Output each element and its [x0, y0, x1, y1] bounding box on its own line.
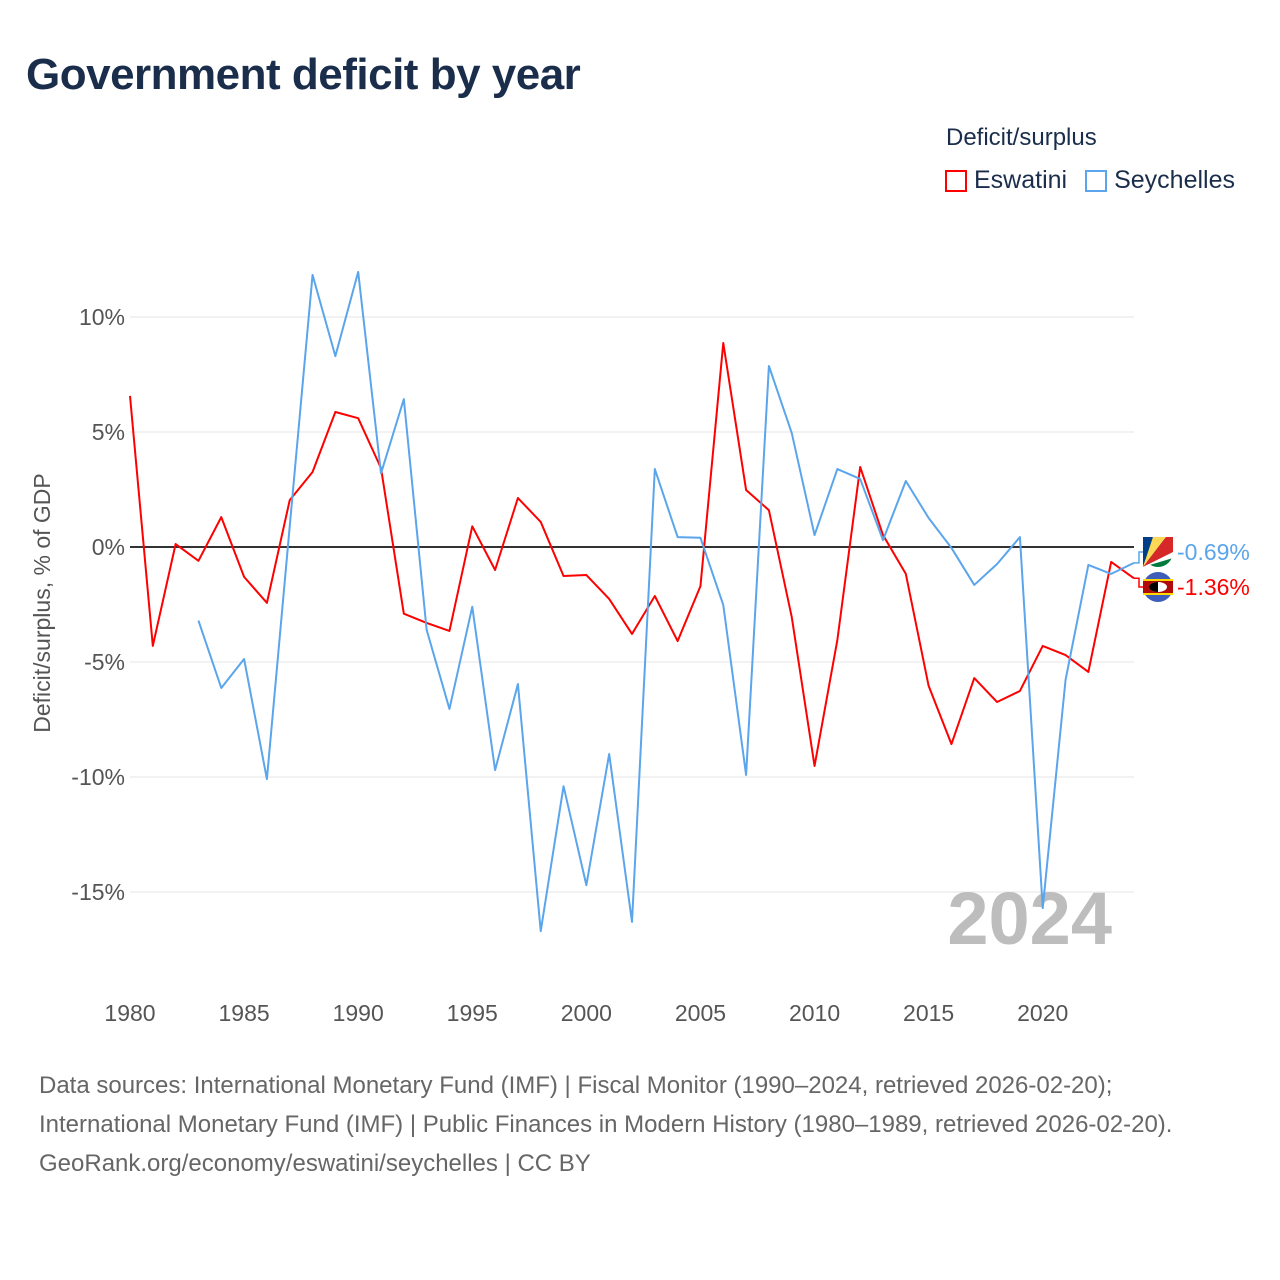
x-tick-label: 2000 — [561, 1000, 612, 1026]
end-value-label: -1.36% — [1177, 574, 1250, 600]
flag-shield — [1149, 582, 1158, 592]
x-tick-label: 1990 — [333, 1000, 384, 1026]
legend-label: Seychelles — [1114, 166, 1235, 194]
legend-swatch-seychelles — [1085, 169, 1108, 192]
legend-label: Eswatini — [974, 166, 1068, 194]
end-connector — [1134, 577, 1144, 588]
end-value-label: -0.69% — [1177, 539, 1250, 565]
y-axis-label: Deficit/surplus, % of GDP — [29, 473, 55, 732]
legend-swatch-eswatini — [945, 169, 967, 192]
credit-link[interactable]: GeoRank.org/economy/eswatini/seychelles … — [39, 1150, 591, 1177]
legend-title: Deficit/surplus — [946, 124, 1097, 151]
data-sources: Data sources: International Monetary Fun… — [39, 1072, 1173, 1138]
flag-wedge — [1143, 537, 1173, 567]
y-tick-label: 10% — [79, 304, 125, 330]
year-watermark: 2024 — [947, 877, 1112, 960]
series-line-seychelles — [197, 270, 1135, 933]
end-connector — [1134, 551, 1144, 564]
y-tick-label: -10% — [71, 764, 125, 790]
y-tick-label: 5% — [92, 419, 125, 445]
y-tick-label: -5% — [84, 649, 125, 675]
x-tick-label: 2010 — [789, 1000, 840, 1026]
legend-item-seychelles[interactable]: Seychelles — [1085, 166, 1235, 195]
x-tick-label: 2020 — [1017, 1000, 1068, 1026]
x-tick-label: 2005 — [675, 1000, 726, 1026]
legend: Eswatini Seychelles — [945, 166, 1235, 195]
x-tick-label: 2015 — [903, 1000, 954, 1026]
x-tick-label: 1985 — [219, 1000, 270, 1026]
x-tick-label: 1980 — [104, 1000, 155, 1026]
series-line-eswatini — [129, 341, 1135, 767]
footer: Data sources: International Monetary Fun… — [39, 1066, 1239, 1183]
y-tick-label: -15% — [71, 879, 125, 905]
flag-seychelles-icon — [1143, 537, 1173, 567]
x-tick-label: 1995 — [447, 1000, 498, 1026]
legend-item-eswatini[interactable]: Eswatini — [945, 166, 1067, 195]
flag-eswatini-icon — [1143, 572, 1173, 602]
chart-title: Government deficit by year — [26, 50, 581, 99]
flag-wedge — [1143, 552, 1173, 567]
y-tick-label: 0% — [92, 534, 125, 560]
